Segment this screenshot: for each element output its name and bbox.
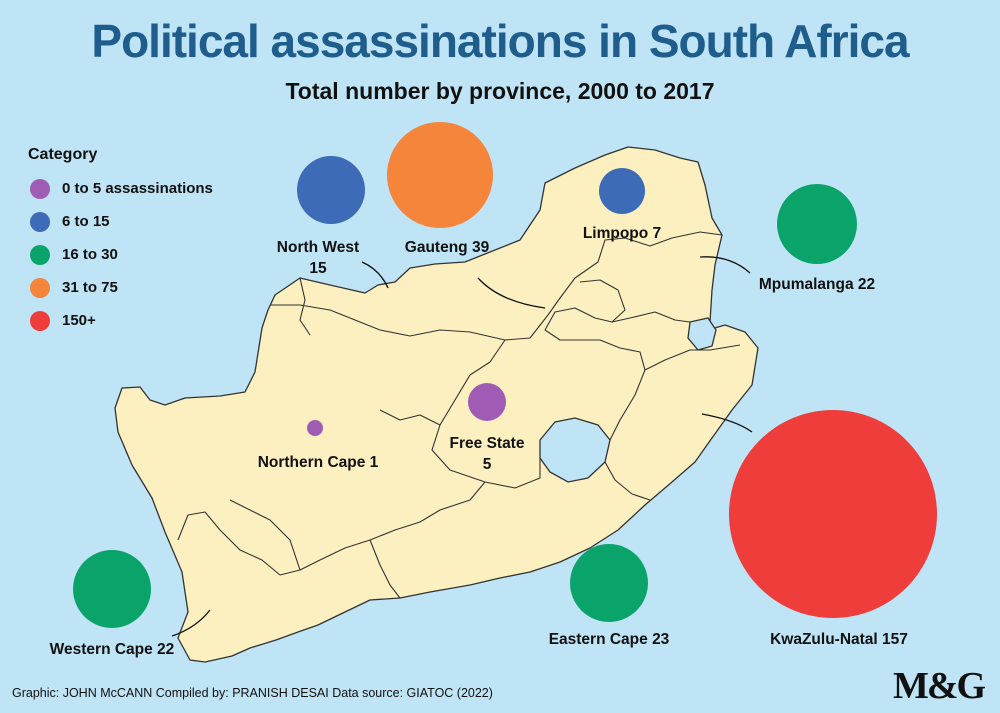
border-line (379, 409, 441, 426)
credits-line: Graphic: JOHN McCANN Compiled by: PRANIS… (12, 686, 493, 700)
legend-swatch (30, 211, 50, 232)
border-line (644, 344, 741, 371)
label-free-state: Free State (450, 435, 525, 452)
legend-item: 6 to 15 (28, 205, 213, 238)
leader-line (171, 609, 211, 637)
label-north-west: North West (277, 239, 359, 256)
label-kwazulu-natal: KwaZulu-Natal 157 (770, 631, 908, 648)
bubble-limpopo (599, 168, 645, 214)
province-borders (177, 231, 741, 599)
eswatini-shape (687, 317, 717, 351)
border-line (270, 304, 549, 341)
legend-title: Category (28, 146, 98, 163)
legend-item: 16 to 30 (28, 238, 213, 271)
label-mpumalanga: Mpumalanga 22 (759, 276, 875, 293)
label-northern-cape: Northern Cape 1 (258, 454, 379, 471)
border-line (369, 539, 401, 599)
leader-lines (171, 256, 753, 637)
leader-line (701, 413, 753, 433)
label-north-west-value: 15 (309, 260, 327, 277)
legend-item: 150+ (28, 304, 213, 337)
border-line (431, 339, 541, 489)
legend-label: 0 to 5 assassinations (62, 180, 213, 197)
legend-label: 31 to 75 (62, 279, 118, 296)
legend-label: 16 to 30 (62, 246, 118, 263)
legend: Category 0 to 5 assassinations 6 to 15 1… (28, 146, 213, 337)
leader-line (477, 277, 546, 309)
legend-swatch (30, 178, 50, 199)
map-title: Political assassinations in South Africa (91, 15, 909, 67)
leader-line (699, 256, 751, 274)
south-africa-outline (114, 146, 759, 663)
map-subtitle: Total number by province, 2000 to 2017 (285, 78, 715, 104)
border-line (547, 231, 723, 316)
border-line (229, 499, 301, 571)
bubble-kwazulu-natal (729, 410, 937, 618)
legend-label: 150+ (62, 312, 96, 329)
border-line (299, 277, 311, 336)
legend-swatch (30, 244, 50, 265)
legend-item: 31 to 75 (28, 271, 213, 304)
label-limpopo: Limpopo 7 (583, 225, 661, 242)
bubble-free-state (468, 383, 506, 421)
mg-logo: M&G (893, 665, 986, 707)
border-line (604, 461, 651, 501)
border-line (177, 511, 281, 576)
bubble-western-cape (73, 550, 151, 628)
label-free-state-value: 5 (483, 456, 492, 473)
label-gauteng: Gauteng 39 (405, 239, 490, 256)
bubble-north-west (297, 156, 365, 224)
label-western-cape: Western Cape 22 (50, 641, 175, 658)
bubble-mpumalanga (777, 184, 857, 264)
province-labels: North West 15 Gauteng 39 Limpopo 7 Mpuma… (50, 225, 908, 658)
bubble-northern-cape (307, 420, 323, 436)
border-line (279, 481, 486, 576)
legend-label: 6 to 15 (62, 213, 110, 230)
bubbles (73, 122, 937, 628)
legend-swatch (30, 277, 50, 298)
border-line (544, 329, 646, 441)
border-line (611, 311, 691, 323)
bubble-eastern-cape (570, 544, 648, 622)
legend-item: 0 to 5 assassinations (28, 172, 213, 205)
leader-line (361, 261, 389, 289)
legend-swatch (30, 310, 50, 331)
bubble-gauteng (387, 122, 493, 228)
label-eastern-cape: Eastern Cape 23 (549, 631, 670, 648)
